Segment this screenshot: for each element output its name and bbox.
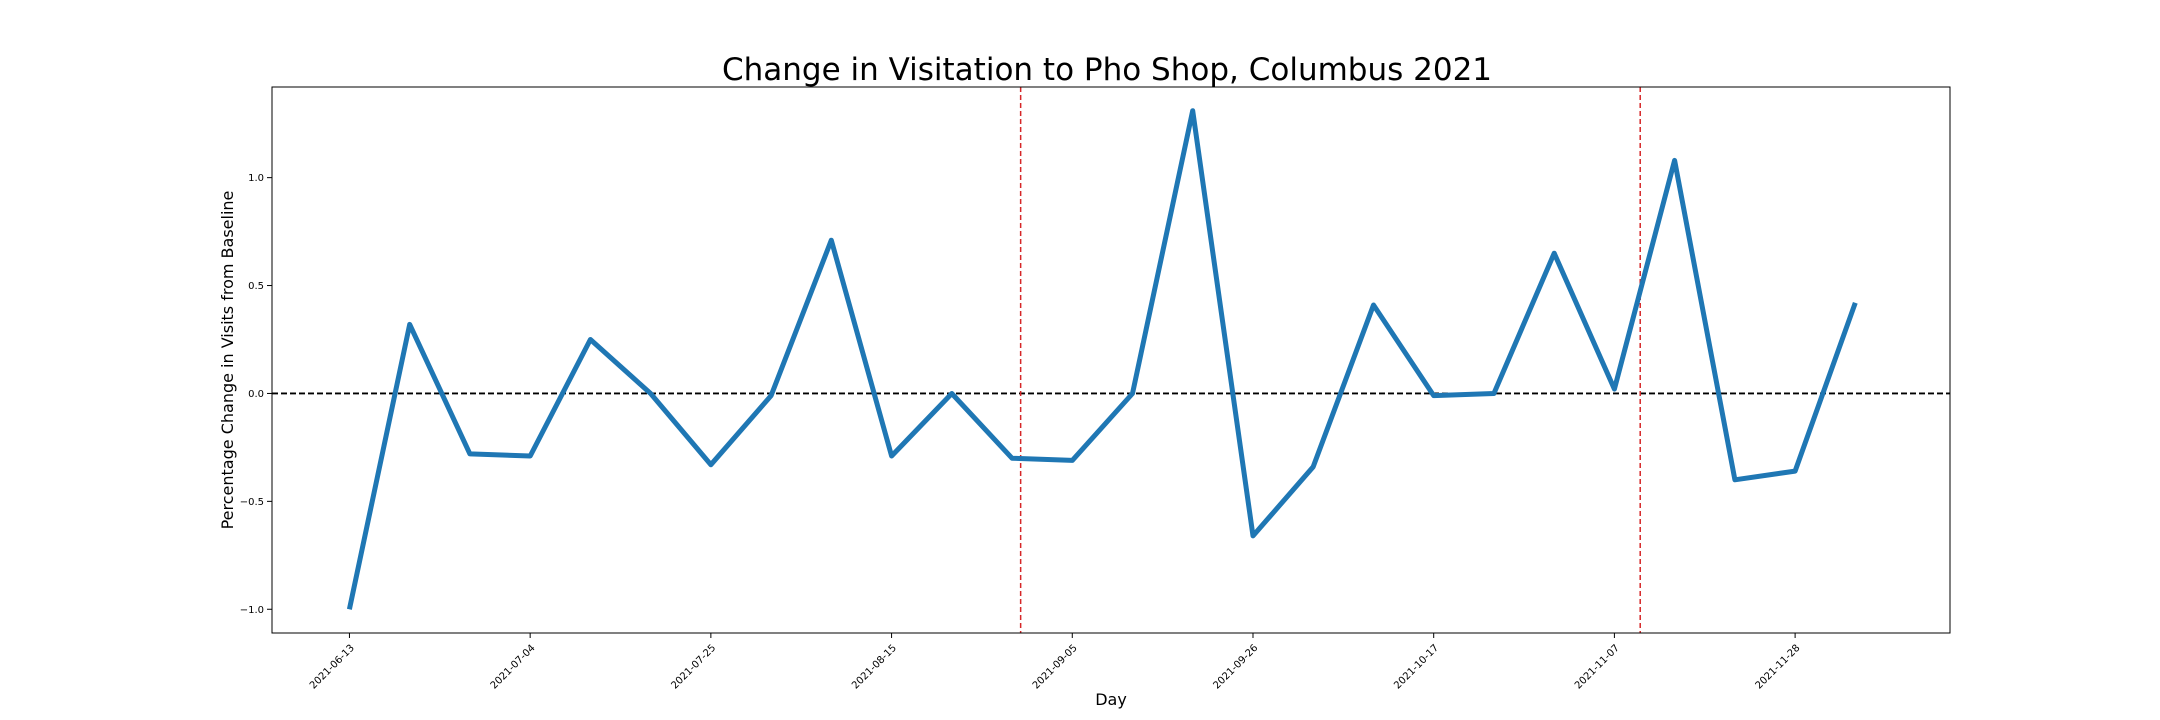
x-tick-label: 2021-11-28 xyxy=(1754,643,1803,692)
x-tick-label: 2021-09-26 xyxy=(1212,643,1261,692)
y-tick-label: 0.0 xyxy=(248,389,264,400)
chart-title: Change in Visitation to Pho Shop, Columb… xyxy=(722,52,1492,88)
x-tick-label: 2021-08-15 xyxy=(850,643,899,692)
x-tick-label: 2021-11-07 xyxy=(1573,643,1622,692)
y-tick-label: 1.0 xyxy=(248,173,264,184)
x-axis-label: Day xyxy=(1095,690,1127,709)
plot-frame xyxy=(271,86,1951,634)
x-tick-label: 2021-07-25 xyxy=(669,643,718,692)
y-tick-label: −1.0 xyxy=(240,605,264,616)
y-axis: −1.0 −0.5 0.0 0.5 1.0 xyxy=(240,173,272,616)
x-tick-label: 2021-06-13 xyxy=(308,643,357,692)
x-tick-label: 2021-07-04 xyxy=(489,643,538,692)
plot-area xyxy=(272,87,1950,633)
y-axis-label: Percentage Change in Visits from Baselin… xyxy=(218,191,237,530)
x-tick-label: 2021-10-17 xyxy=(1392,643,1441,692)
x-axis: 2021-06-13 2021-07-04 2021-07-25 2021-08-15… xyxy=(308,633,1803,692)
y-tick-label: −0.5 xyxy=(240,497,264,508)
y-tick-label: 0.5 xyxy=(248,281,264,292)
x-tick-label: 2021-09-05 xyxy=(1031,643,1080,692)
series-line-1 xyxy=(346,108,1858,610)
